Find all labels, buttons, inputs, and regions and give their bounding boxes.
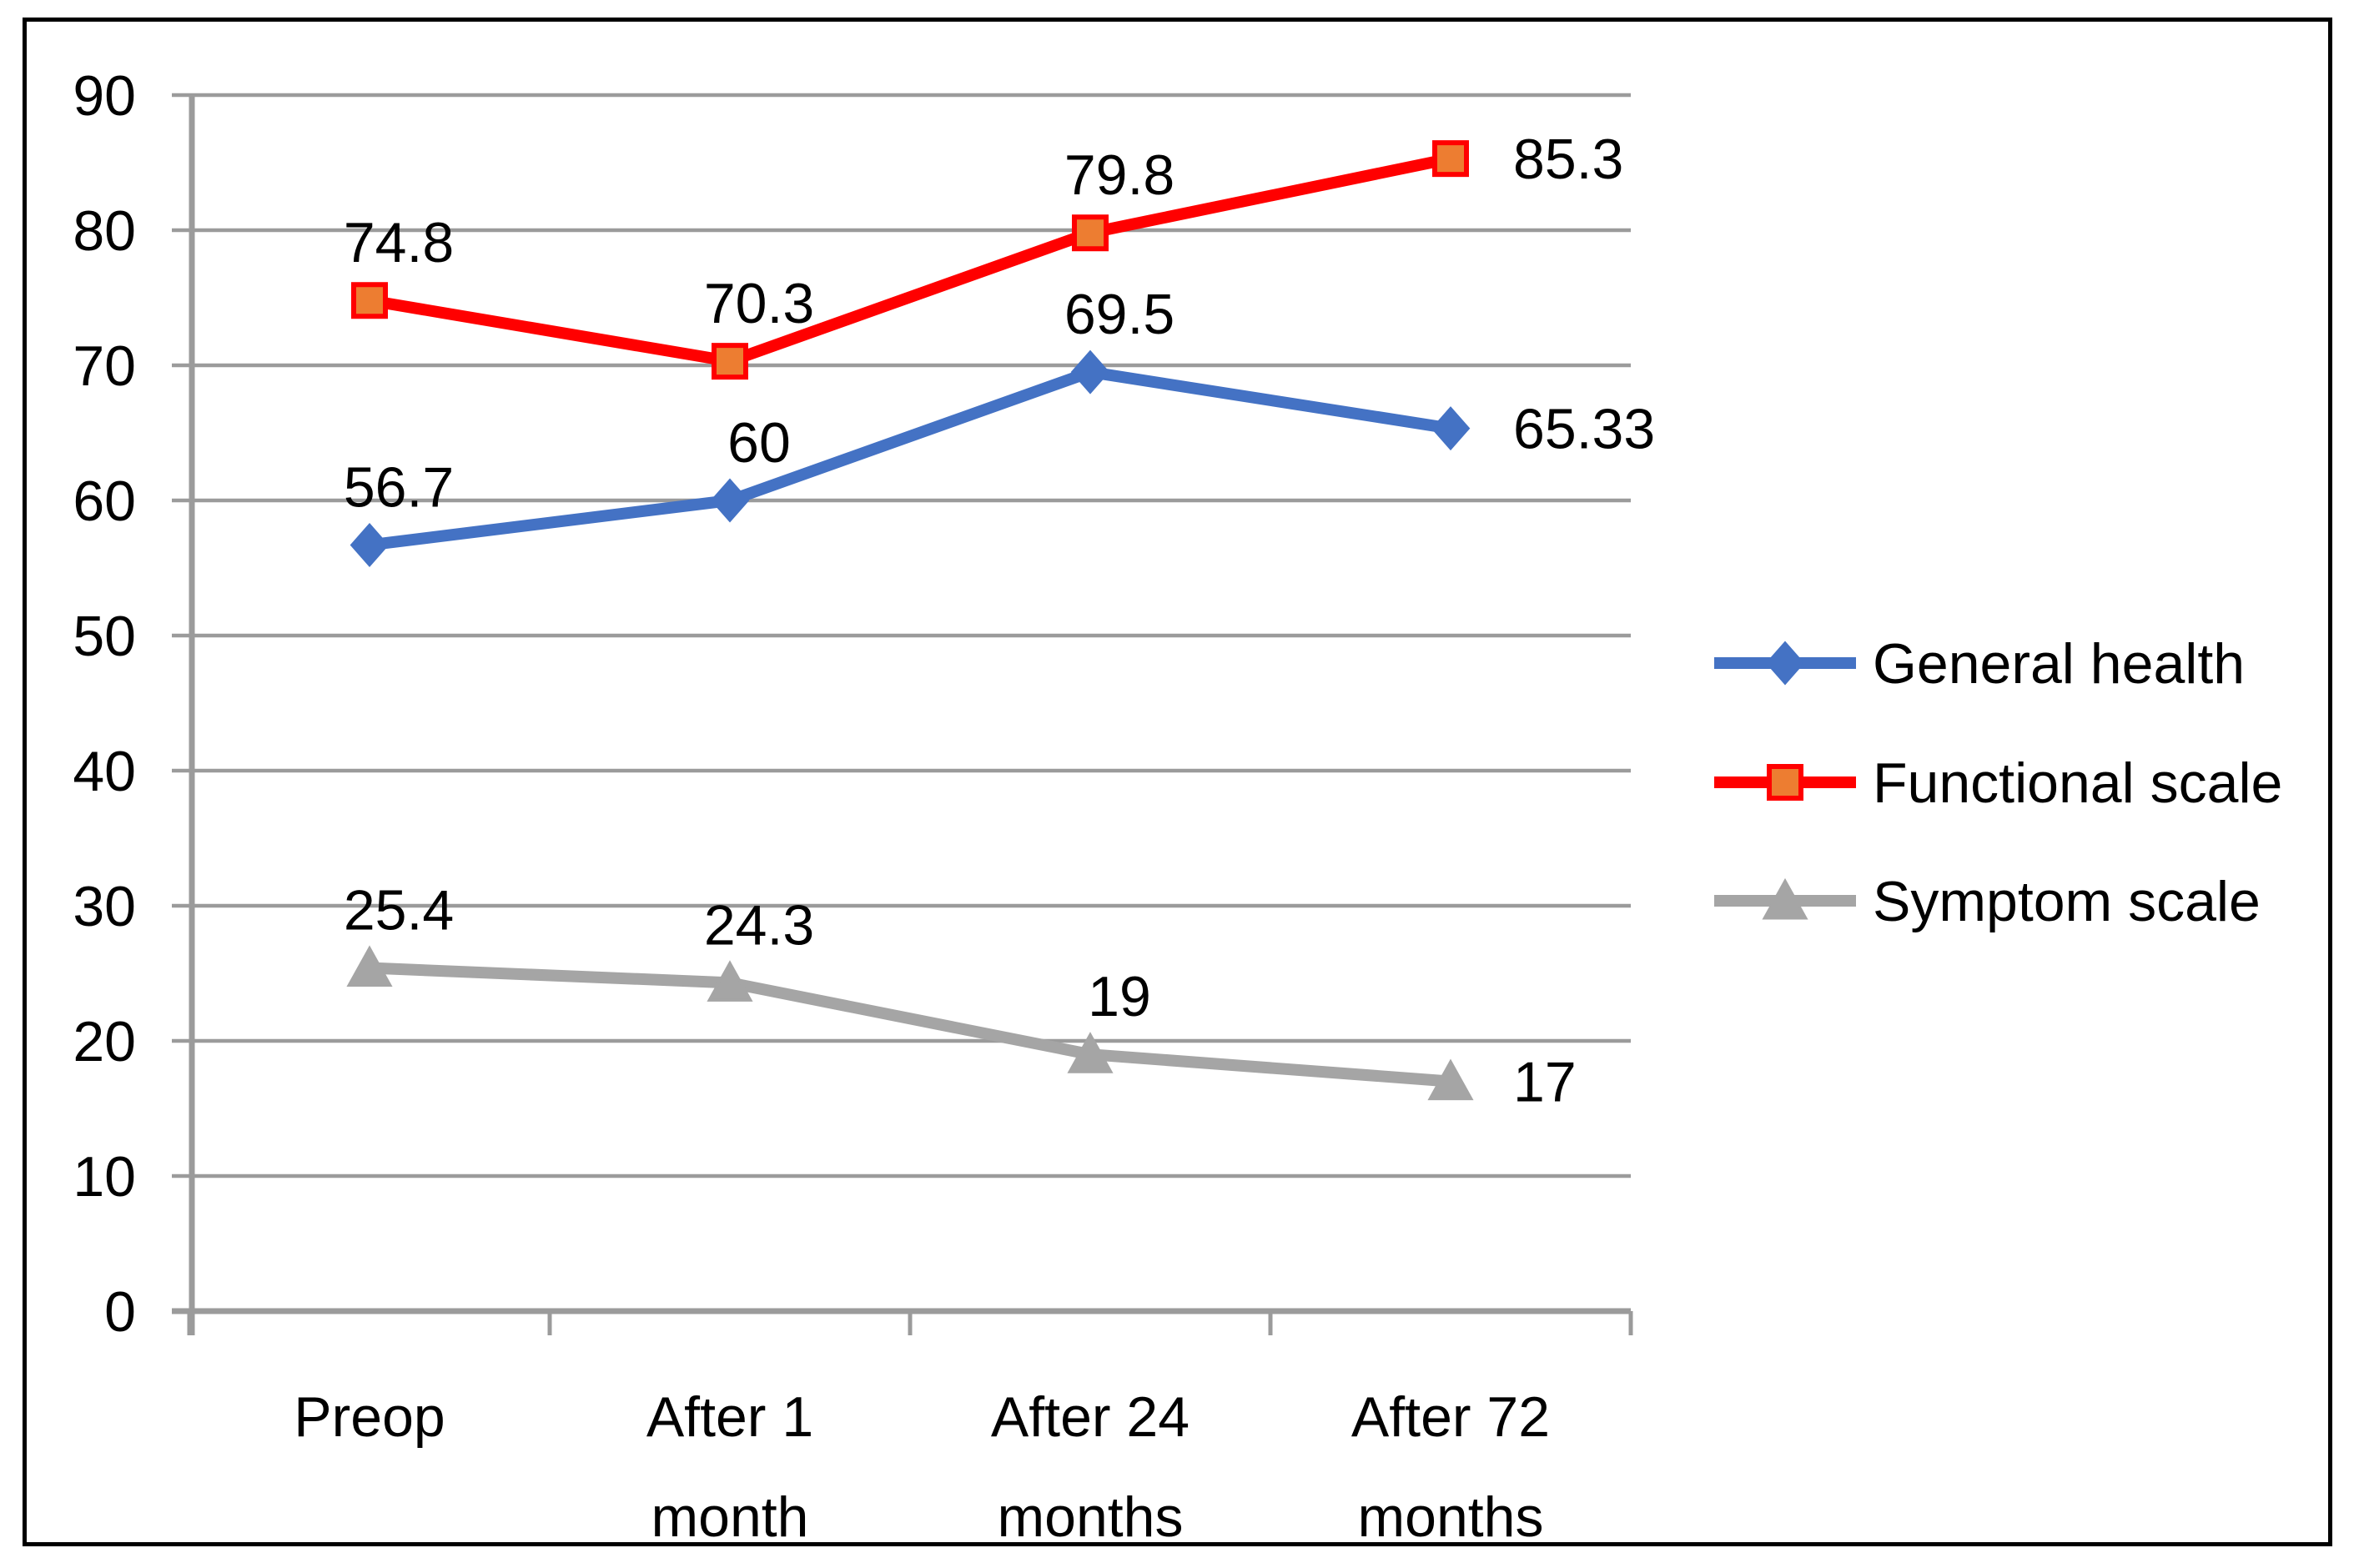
data-label-symptom-scale: 19: [1088, 965, 1151, 1028]
data-label-functional-scale: 85.3: [1513, 128, 1623, 191]
x-category-label-line: months: [998, 1485, 1184, 1549]
series-line-symptom-scale: [369, 962, 1451, 1088]
y-tick-label: 90: [73, 64, 136, 128]
data-label-general-health: 60: [727, 411, 791, 475]
marker-symptom-scale: [707, 960, 753, 1002]
marker-functional-scale: [351, 282, 388, 319]
x-category-label-line: After 1: [646, 1385, 813, 1449]
marker-symptom-scale: [1067, 1032, 1114, 1073]
series-line-functional-scale: [368, 153, 1452, 368]
marker-symptom-scale: [1427, 1058, 1474, 1101]
x-category-label: After 1 month: [646, 1385, 813, 1549]
chart-frame-border: [23, 18, 2332, 1546]
y-tick-label: 10: [73, 1145, 136, 1209]
y-tick-label: 20: [73, 1010, 136, 1073]
y-tick-label: 0: [104, 1280, 136, 1344]
data-label-functional-scale: 70.3: [704, 272, 814, 335]
series-line-general-health: [369, 366, 1452, 551]
data-label-general-health: 69.5: [1064, 283, 1174, 346]
y-tick-label: 70: [73, 334, 136, 398]
legend-marker-functional-scale: [1767, 764, 1803, 801]
x-category-label: After 24 months: [991, 1385, 1190, 1549]
legend-label-symptom-scale: Symptom scale: [1873, 870, 2261, 933]
x-category-label: After 72 months: [1351, 1385, 1550, 1549]
x-category-label-line: month: [651, 1485, 809, 1549]
x-category-label-line: After 24: [991, 1385, 1190, 1449]
x-category-label: Preop: [294, 1385, 445, 1449]
marker-general-health: [1431, 406, 1471, 451]
data-label-symptom-scale: 17: [1513, 1051, 1577, 1114]
y-tick-label: 30: [73, 875, 136, 938]
marker-general-health: [350, 522, 390, 567]
legend-label-functional-scale: Functional scale: [1873, 751, 2282, 815]
legend-item-symptom-scale: Symptom scale: [1714, 870, 2261, 933]
y-tick-label: 50: [73, 605, 136, 668]
legend-marker-symptom-scale: [1762, 877, 1808, 920]
x-category-label-line: Preop: [294, 1385, 445, 1449]
y-tick-label: 60: [73, 470, 136, 533]
data-label-functional-scale: 79.8: [1064, 143, 1174, 207]
data-label-symptom-scale: 24.3: [704, 893, 814, 957]
legend-marker-general-health: [1765, 641, 1805, 686]
x-category-label-line: After 72: [1351, 1385, 1550, 1449]
y-tick-label: 80: [73, 199, 136, 263]
marker-functional-scale: [1072, 214, 1109, 252]
marker-general-health: [1070, 349, 1110, 395]
x-category-label-line: months: [1358, 1485, 1544, 1549]
marker-general-health: [710, 478, 750, 523]
marker-functional-scale: [712, 343, 748, 380]
legend-item-functional-scale: Functional scale: [1714, 751, 2282, 815]
data-label-symptom-scale: 25.4: [344, 879, 454, 942]
legend-label-general-health: General health: [1873, 632, 2245, 696]
data-label-general-health: 56.7: [344, 455, 454, 519]
data-label-general-health: 65.33: [1513, 398, 1655, 461]
marker-symptom-scale: [346, 945, 393, 988]
marker-functional-scale: [1432, 140, 1469, 178]
y-tick-label: 40: [73, 740, 136, 803]
data-label-functional-scale: 74.8: [344, 211, 454, 274]
